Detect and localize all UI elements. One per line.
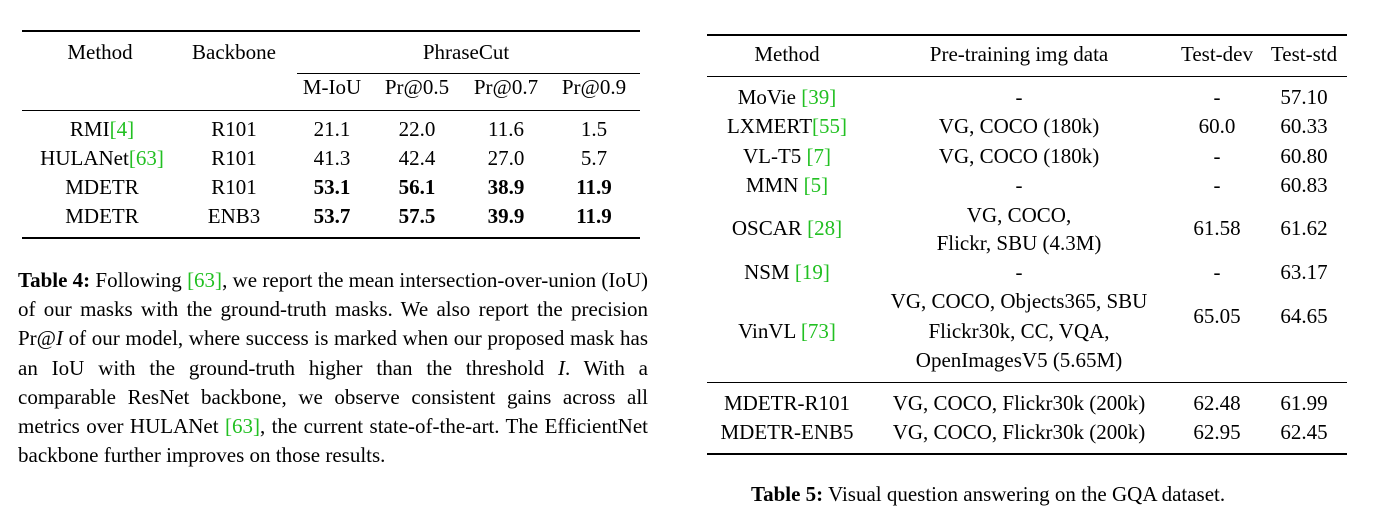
table-cell: VG, COCO, Flickr30k (200k) [892, 391, 1146, 415]
header-rule [707, 76, 1347, 77]
table-row-method: HULANet[63] [40, 146, 164, 170]
table-cell: - [1015, 85, 1023, 109]
table-cell: - [1213, 173, 1221, 197]
table-5-caption: Table 5: Visual question answering on th… [751, 482, 1226, 506]
header-pretraining: Pre-training img data [929, 42, 1109, 66]
table-cell: 38.9 [487, 175, 525, 199]
table-4: Method Backbone PhraseCut M-IoU Pr@0.5 P… [22, 30, 640, 240]
table-cell: R101 [211, 175, 257, 199]
table-cell: 42.4 [398, 146, 436, 170]
table-cell: 62.45 [1280, 420, 1328, 444]
table-cell: - [1015, 260, 1023, 284]
caption-label: Table 5: [751, 482, 824, 506]
table-row-method: MoVie [39] [737, 85, 837, 109]
header-pr09: Pr@0.9 [561, 75, 627, 99]
table-cell: 27.0 [487, 146, 525, 170]
table-cell: 39.9 [487, 204, 525, 228]
table-cell: 60.80 [1280, 144, 1328, 168]
header-test-std: Test-std [1270, 42, 1338, 66]
caption-label: Table 4: [18, 268, 91, 292]
table-cell: VG, COCO, Objects365, SBU [890, 289, 1148, 313]
table-cell: 60.83 [1280, 173, 1328, 197]
table-row-method: LXMERT[55] [726, 114, 848, 138]
header-backbone: Backbone [192, 40, 276, 64]
table-row-method: NSM [19] [744, 260, 830, 284]
table-cell: - [1213, 144, 1221, 168]
table-cell: 60.0 [1198, 114, 1236, 138]
header-pr07: Pr@0.7 [473, 75, 539, 99]
table-cell: - [1213, 85, 1221, 109]
table-cell: 63.17 [1280, 260, 1328, 284]
table-5: Method Pre-training img data Test-dev Te… [707, 34, 1347, 459]
table-cell: R101 [211, 146, 257, 170]
table-cell: 65.05 [1193, 304, 1241, 328]
table-4-caption: Table 4: Following [63], we report the m… [18, 268, 649, 468]
table-row-method: MMN [5] [745, 173, 829, 197]
phrasecut-cmidrule [297, 73, 640, 74]
table-cell: - [1213, 260, 1221, 284]
table-cell: ENB3 [207, 204, 261, 228]
bottom-rule [707, 453, 1347, 455]
table-cell: 53.7 [313, 204, 351, 228]
table-cell: Flickr, SBU (4.3M) [936, 231, 1102, 255]
table-cell: 61.99 [1280, 391, 1328, 415]
table-cell: 61.58 [1193, 216, 1241, 240]
table-cell: VG, COCO, Flickr30k (200k) [892, 420, 1146, 444]
header-method: Method [754, 42, 820, 66]
table-row-method: MDETR-R101 [724, 391, 850, 415]
top-rule [707, 34, 1347, 36]
table-row-method: OSCAR [28] [731, 216, 843, 240]
table-cell: OpenImagesV5 (5.65M) [915, 348, 1123, 372]
table-cell: 57.5 [398, 204, 436, 228]
mid-rule [707, 382, 1347, 383]
header-pr05: Pr@0.5 [384, 75, 450, 99]
table-cell: 57.10 [1280, 85, 1328, 109]
header-phrasecut: PhraseCut [422, 40, 510, 64]
table-cell: R101 [211, 117, 257, 141]
table-cell: VG, COCO (180k) [938, 114, 1100, 138]
table-cell: VG, COCO (180k) [938, 144, 1100, 168]
header-m-iou: M-IoU [302, 75, 362, 99]
table-cell: 5.7 [580, 146, 608, 170]
table-cell: 11.6 [488, 117, 524, 141]
header-method: Method [67, 40, 133, 64]
table-cell: 62.48 [1193, 391, 1241, 415]
table-cell: 1.5 [580, 117, 608, 141]
header-test-dev: Test-dev [1180, 42, 1254, 66]
table-cell: 53.1 [313, 175, 351, 199]
table-cell: 11.9 [576, 204, 612, 228]
bottom-rule [22, 237, 640, 239]
table-cell: 41.3 [313, 146, 351, 170]
table-cell: 62.95 [1193, 420, 1241, 444]
top-rule [22, 30, 640, 32]
table-cell: 60.33 [1280, 114, 1328, 138]
table-cell: 64.65 [1280, 304, 1328, 328]
table-cell: 11.9 [576, 175, 612, 199]
table-cell: 61.62 [1280, 216, 1328, 240]
table-row-method: RMI[4] [69, 117, 135, 141]
table-cell: 56.1 [398, 175, 436, 199]
table-row-method: MDETR [65, 175, 139, 199]
table-row-method: VinVL [73] [738, 319, 836, 343]
header-rule [22, 110, 640, 111]
table-cell: VG, COCO, [966, 203, 1072, 227]
table-cell: 21.1 [313, 117, 351, 141]
table-cell: 22.0 [398, 117, 436, 141]
table-cell: - [1015, 173, 1023, 197]
table-row-method: MDETR [65, 204, 139, 228]
table-cell: Flickr30k, CC, VQA, [928, 319, 1110, 343]
table-row-method: MDETR-ENB5 [720, 420, 854, 444]
table-row-method: VL-T5 [7] [742, 144, 832, 168]
